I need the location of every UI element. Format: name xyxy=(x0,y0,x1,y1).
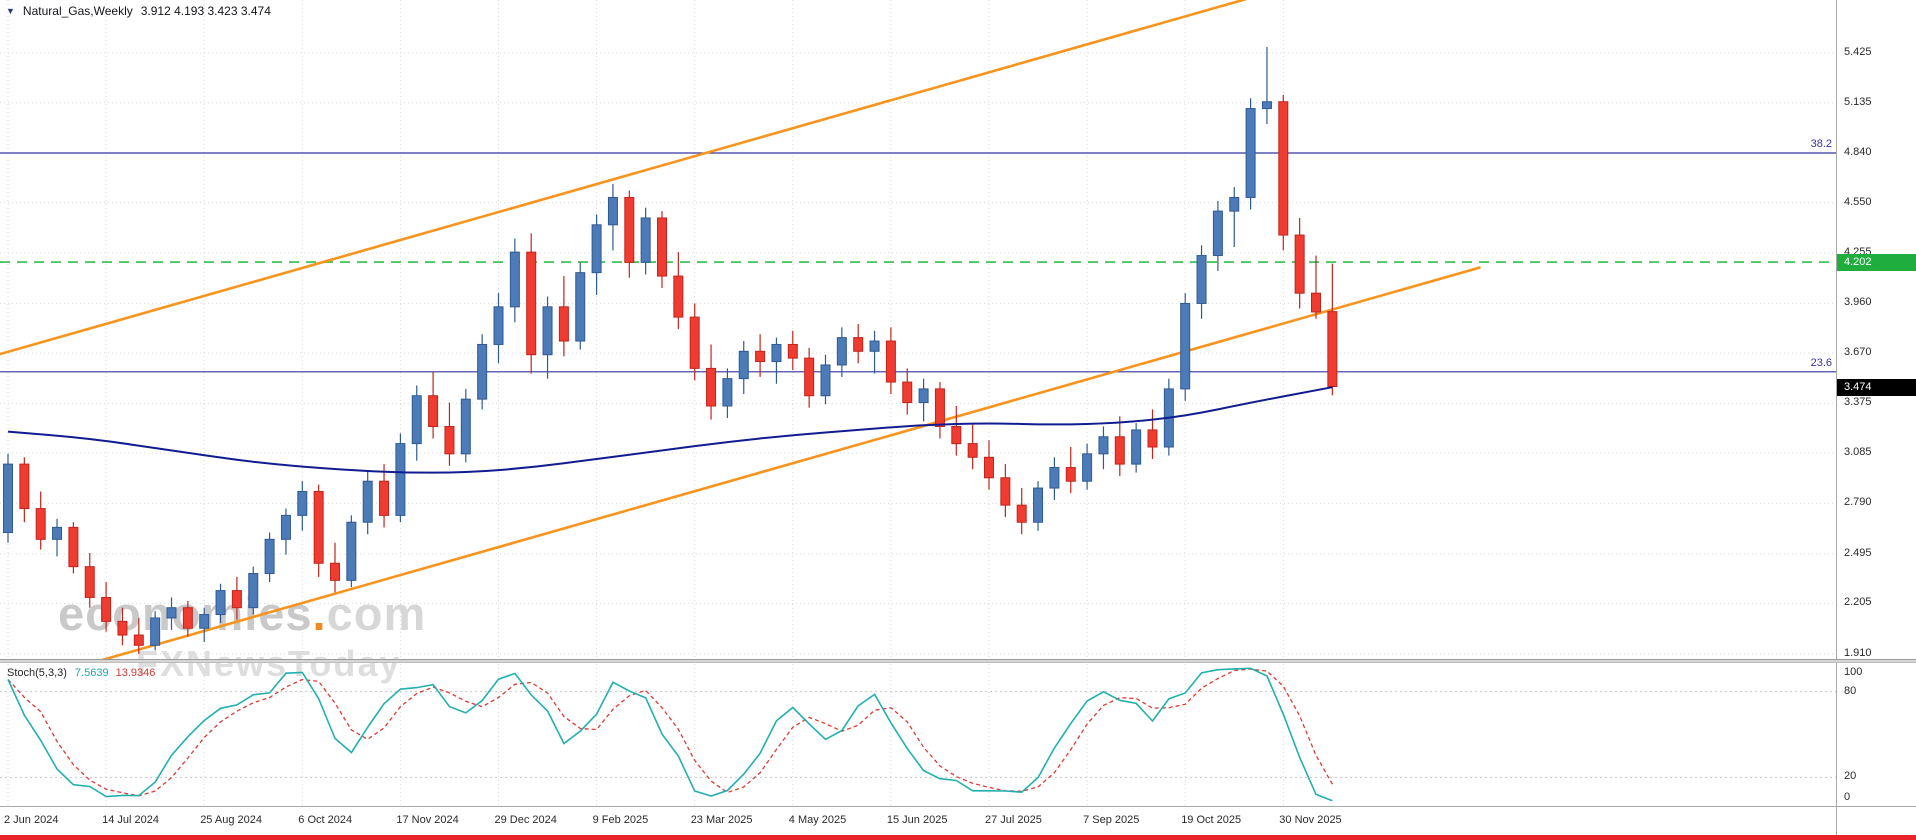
panel-resize-handle[interactable] xyxy=(0,659,1916,663)
stoch-value-main: 7.5639 xyxy=(74,667,109,679)
price-tick-label: 2.495 xyxy=(1844,546,1872,559)
stoch-level-lines xyxy=(0,691,1836,778)
watermark: economies.com FXNewsToday xyxy=(58,586,426,685)
date-tick-label: 29 Dec 2024 xyxy=(494,814,557,826)
date-tick-label: 19 Oct 2025 xyxy=(1181,814,1242,826)
price-tick-label: 4.840 xyxy=(1844,146,1872,158)
price-tick-label: 5.135 xyxy=(1844,95,1872,108)
price-tick-label: 2.790 xyxy=(1844,496,1872,509)
date-tick-label: 9 Feb 2025 xyxy=(592,814,649,826)
chart-header: ▼ Natural_Gas,Weekly 3.912 4.193 3.423 3… xyxy=(6,4,271,18)
fib-level-label: 23.6 xyxy=(1810,356,1832,369)
price-tick-label: 3.375 xyxy=(1844,396,1872,409)
horizontal-levels-layer xyxy=(0,152,1836,373)
date-tick-label: 17 Nov 2024 xyxy=(396,814,459,826)
date-tick-label: 27 Jul 2025 xyxy=(985,814,1042,826)
symbol-timeframe-label: Natural_Gas,Weekly xyxy=(22,4,133,18)
date-tick-label: 25 Aug 2024 xyxy=(200,814,262,826)
price-axis-separator xyxy=(1836,0,1837,836)
current-price-tag: 3.474 xyxy=(1837,378,1916,396)
stoch-name: Stoch(5,3,3) xyxy=(7,667,67,679)
watermark-tld: com xyxy=(326,587,427,640)
symbol-marker-icon: ▼ xyxy=(6,5,15,16)
price-tick-label: 3.670 xyxy=(1844,346,1872,358)
stoch-main-line xyxy=(7,667,1333,802)
stoch-signal-line xyxy=(7,668,1333,797)
price-tick-label: 5.425 xyxy=(1844,46,1872,58)
date-tick-label: 6 Oct 2024 xyxy=(298,814,353,826)
date-tick-label: 14 Jul 2024 xyxy=(102,814,159,826)
date-tick-label: 4 May 2025 xyxy=(788,814,847,826)
price-tick-label: 4.550 xyxy=(1844,195,1872,208)
stoch-scale-label: 20 xyxy=(1844,770,1857,783)
stoch-scale-label: 80 xyxy=(1844,684,1857,697)
ohlc-readout: 3.912 4.193 3.423 3.474 xyxy=(140,4,271,18)
date-tick-label: 2 Jun 2024 xyxy=(4,814,59,826)
candles-layer xyxy=(3,47,1338,654)
channel-upper-line xyxy=(0,0,1248,356)
stoch-indicator-label: Stoch(5,3,3) 7.5639 13.9346 xyxy=(7,667,155,679)
date-tick-label: 7 Sep 2025 xyxy=(1083,814,1140,826)
stoch-scale-label: 0 xyxy=(1844,791,1851,803)
stoch-scale-label: 100 xyxy=(1844,666,1863,678)
stoch-value-signal: 13.9346 xyxy=(115,667,156,679)
date-tick-label: 30 Nov 2025 xyxy=(1279,814,1342,826)
channel-lower-line xyxy=(93,266,1481,661)
date-tick-label: 23 Mar 2025 xyxy=(690,814,753,826)
watermark-tagline: FXNewsToday xyxy=(136,643,402,684)
moving-average-line xyxy=(7,386,1333,474)
target-price-tag: 4.202 xyxy=(1837,254,1916,272)
date-tick-label: 15 Jun 2025 xyxy=(886,814,948,826)
time-axis-separator xyxy=(0,806,1916,807)
watermark-brand: economies.com xyxy=(58,586,426,641)
fib-level-label: 38.2 xyxy=(1810,138,1832,150)
price-tick-label: 3.960 xyxy=(1844,296,1872,309)
price-tick-label: 2.205 xyxy=(1844,596,1872,609)
price-tick-label: 1.910 xyxy=(1844,646,1872,659)
price-tick-label: 3.085 xyxy=(1844,446,1872,458)
trend-channel xyxy=(0,0,1481,661)
window-bottom-border xyxy=(0,835,1916,840)
